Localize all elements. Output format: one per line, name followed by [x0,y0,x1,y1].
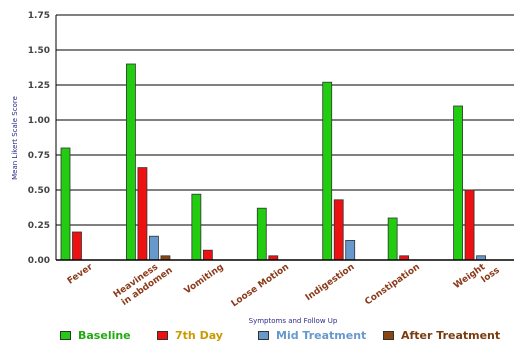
chart: 0.00 0.25 0.50 0.75 1.00 1.25 1.50 1.75 Fever He… [11,11,514,325]
y-tick-label: 1.00 [28,116,50,126]
x-axis-label: Symptoms and Follow Up [249,317,338,325]
bar-baseline-3 [256,207,267,261]
x-tick-label-line: Vomiting [183,262,226,296]
x-tick-label: Fever [66,262,95,287]
bar-mid-treatment-1 [149,235,159,261]
legend-swatch [258,331,269,340]
legend-swatch [60,331,71,340]
bar-mid-treatment-4 [345,239,356,261]
x-tick-label: Constipation [363,262,422,307]
y-tick-label: 0.25 [28,221,50,231]
bar-7th-day-4 [333,199,344,261]
legend-label: Mid Treatment [276,329,367,342]
x-tick-label: Heavinessin abdomen [112,257,175,310]
x-tick-label-line: Loose Motion [230,262,291,309]
y-tick-labels: 0.00 0.25 0.50 0.75 1.00 1.25 1.50 1.75 [28,11,50,266]
gridlines [56,14,514,226]
x-tick-label-line: Indigestion [304,262,357,303]
bar-baseline-0 [60,147,71,261]
bar-baseline-2 [191,193,202,261]
bar-7th-day-6 [464,189,475,261]
bar-7th-day-1 [137,167,148,261]
y-tick-label: 1.50 [28,46,50,56]
legend-swatch [157,331,168,340]
legend-label: After Treatment [401,329,501,342]
bar-7th-day-0 [72,231,82,261]
x-tick-label: Indigestion [304,262,357,303]
legend-label: 7th Day [175,329,223,342]
x-tick-label: Loose Motion [230,262,291,309]
y-tick-label: 0.00 [28,256,50,266]
bar-baseline-4 [322,81,333,261]
y-tick-label: 1.75 [28,11,50,21]
legend: Baseline 7th Day Mid Treatment After Treatm… [60,329,510,343]
bar-7th-day-2 [202,249,213,261]
x-tick-label: Vomiting [183,262,226,296]
bar-baseline-5 [387,217,398,261]
x-tick-labels: Fever Heavinessin abdomen Vomiting Loose Mo… [66,257,502,310]
x-tick-label-line: Fever [66,262,95,287]
x-tick-label: Weightloss [452,257,502,301]
legend-swatch [383,331,394,340]
bar-baseline-6 [453,105,463,261]
y-tick-label: 1.25 [28,81,50,91]
y-tick-label: 0.75 [28,151,50,161]
bar-baseline-1 [126,63,136,261]
y-tick-label: 0.50 [28,186,50,196]
bars [60,63,486,261]
legend-label: Baseline [78,329,131,342]
x-tick-label-line: Constipation [363,262,422,307]
y-axis-label: Mean Likert Scale Score [11,96,19,180]
